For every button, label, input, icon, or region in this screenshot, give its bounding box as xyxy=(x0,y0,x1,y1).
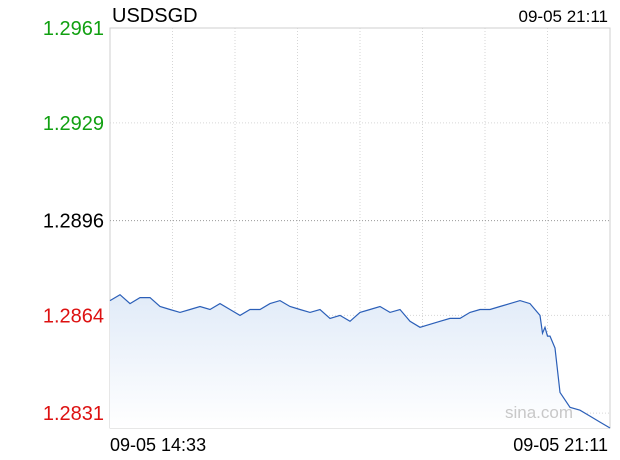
y-tick-label: 1.2831 xyxy=(43,403,104,425)
y-tick-label: 1.2896 xyxy=(43,211,104,233)
y-tick-label: 1.2864 xyxy=(43,305,104,327)
x-start-label: 09-05 14:33 xyxy=(110,435,206,455)
price-area xyxy=(110,294,610,428)
y-tick-label: 1.2961 xyxy=(43,18,104,40)
x-end-label: 09-05 21:11 xyxy=(513,435,608,455)
price-line xyxy=(109,293,611,429)
y-tick-label: 1.2929 xyxy=(43,113,104,135)
chart-title: USDSGD xyxy=(112,5,198,27)
y-axis-ticks: 1.2961 1.2929 1.2896 1.2864 1.2831 xyxy=(43,18,104,425)
timestamp: 09-05 21:11 xyxy=(519,7,608,26)
watermark: sina.com xyxy=(505,403,573,422)
